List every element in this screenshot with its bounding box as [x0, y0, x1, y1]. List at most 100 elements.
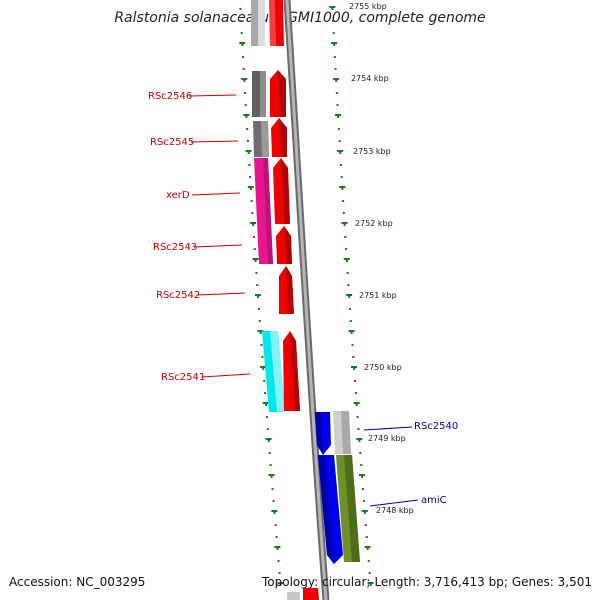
ruler-dot	[259, 332, 262, 334]
gene-label-xerd[interactable]: xerD	[166, 190, 241, 201]
gene-label-rsc2540[interactable]: RSc2540	[363, 421, 458, 432]
ruler-dot	[277, 560, 280, 562]
ruler-dot	[359, 452, 362, 454]
cog-box-rsc2540[interactable]	[333, 411, 351, 454]
ruler-tick	[361, 510, 368, 512]
ruler-dot	[273, 512, 276, 514]
cog-box-amic[interactable]	[336, 455, 360, 562]
ruler-dot	[261, 356, 264, 358]
ruler-dot	[272, 500, 275, 502]
ruler-dot	[264, 404, 267, 406]
ruler-dot	[246, 128, 249, 130]
ruler-tick	[333, 78, 340, 80]
cds-arrow-rsc2540[interactable]	[315, 412, 331, 455]
gene-label-text: RSc2540	[414, 421, 458, 432]
ruler-dot	[248, 164, 251, 166]
gene-label-text: RSc2542	[156, 290, 200, 301]
ruler-dot	[332, 20, 335, 22]
topology-label: Topology: circular;	[262, 575, 371, 589]
cds-arrow-rsc2545[interactable]	[271, 118, 287, 157]
gene-label-rsc2541[interactable]: RSc2541	[161, 372, 251, 383]
scale-label-2749: 2749 kbp	[368, 434, 406, 443]
ruler-tick	[262, 402, 269, 404]
ruler-dot	[266, 428, 269, 430]
ruler-dot	[267, 440, 270, 442]
gene-label-rsc2545[interactable]: RSc2545	[150, 137, 239, 148]
ruler-dot	[255, 272, 258, 274]
ruler-dot	[271, 488, 274, 490]
outer-ticks	[329, 6, 374, 584]
ruler-dot	[265, 416, 268, 418]
ruler-dot	[361, 476, 364, 478]
ruler-dot	[336, 104, 339, 106]
ruler-dot	[334, 68, 337, 70]
ruler-tick	[252, 258, 259, 260]
ruler-dot	[349, 320, 352, 322]
scale-label-2755: 2755 kbp	[349, 2, 387, 11]
scale-label-2750: 2750 kbp	[364, 363, 402, 372]
ruler-dot	[257, 308, 260, 310]
ruler-tick	[348, 330, 355, 332]
ruler-dot	[239, 8, 242, 10]
gene-label-rsc2546[interactable]: RSc2546	[148, 91, 237, 102]
ruler-tick	[268, 474, 275, 476]
cds-arrow-xerd[interactable]	[273, 158, 290, 224]
gene-label-text: RSc2541	[161, 372, 205, 383]
ruler-dot	[348, 296, 351, 298]
ruler-dot	[353, 368, 356, 370]
ruler-dot	[349, 308, 352, 310]
cog-box-rsc2546[interactable]	[252, 71, 266, 117]
ruler-dot	[345, 260, 348, 262]
cds-arrow-rsc2541[interactable]	[283, 331, 300, 411]
gene-label-text: RSc2546	[148, 91, 192, 102]
ruler-dot	[268, 452, 271, 454]
ruler-dot	[241, 44, 244, 46]
gene-label-rsc2542[interactable]: RSc2542	[156, 290, 246, 301]
ruler-dot	[363, 512, 366, 514]
ruler-tick	[247, 186, 254, 188]
ruler-dot	[345, 248, 348, 250]
scale-label-2751: 2751 kbp	[359, 291, 397, 300]
outer-track	[331, 8, 372, 586]
ruler-dot	[246, 140, 249, 142]
cog-box-rsc2541[interactable]	[262, 331, 285, 412]
ruler-dot	[339, 152, 342, 154]
scale-label-2754: 2754 kbp	[351, 74, 389, 83]
ruler-dot	[256, 284, 259, 286]
ruler-tick	[260, 366, 267, 368]
ruler-tick	[339, 186, 346, 188]
cds-arrow-amic[interactable]	[318, 455, 343, 564]
ruler-dot	[260, 344, 263, 346]
cds-arrow-bottom[interactable]	[287, 588, 319, 600]
cds-arrow-rsc2546[interactable]	[270, 70, 286, 117]
gene-label-rsc2543[interactable]: RSc2543	[153, 242, 243, 253]
scale-label-2748: 2748 kbp	[376, 506, 414, 515]
ruler-tick	[245, 150, 252, 152]
ruler-dot	[253, 236, 256, 238]
ruler-tick	[341, 222, 348, 224]
ruler-tick	[257, 330, 264, 332]
cds-arrow-top[interactable]	[269, 0, 284, 46]
ruler-dot	[252, 224, 255, 226]
ruler-dot	[264, 392, 267, 394]
ruler-tick	[241, 78, 248, 80]
gene-label-amic[interactable]: amiC	[369, 495, 447, 507]
ruler-tick	[337, 150, 344, 152]
ruler-tick	[346, 294, 353, 296]
cog-box-xerd[interactable]	[254, 158, 273, 264]
accession-label: Accession: NC_003295	[9, 575, 146, 589]
ruler-dot	[270, 476, 273, 478]
cog-box-rsc2545[interactable]	[253, 121, 269, 157]
ruler-tick	[353, 402, 360, 404]
cds-arrow-rsc2543[interactable]	[276, 226, 292, 264]
gene-label-text: xerD	[166, 190, 190, 201]
ruler-dot	[365, 536, 368, 538]
ruler-dot	[332, 32, 335, 34]
cog-box-top[interactable]	[251, 0, 265, 46]
ruler-dot	[346, 272, 349, 274]
ruler-dot	[342, 200, 345, 202]
ruler-dot	[351, 344, 354, 346]
ruler-dot	[251, 212, 254, 214]
cds-arrow-rsc2542[interactable]	[279, 266, 294, 314]
